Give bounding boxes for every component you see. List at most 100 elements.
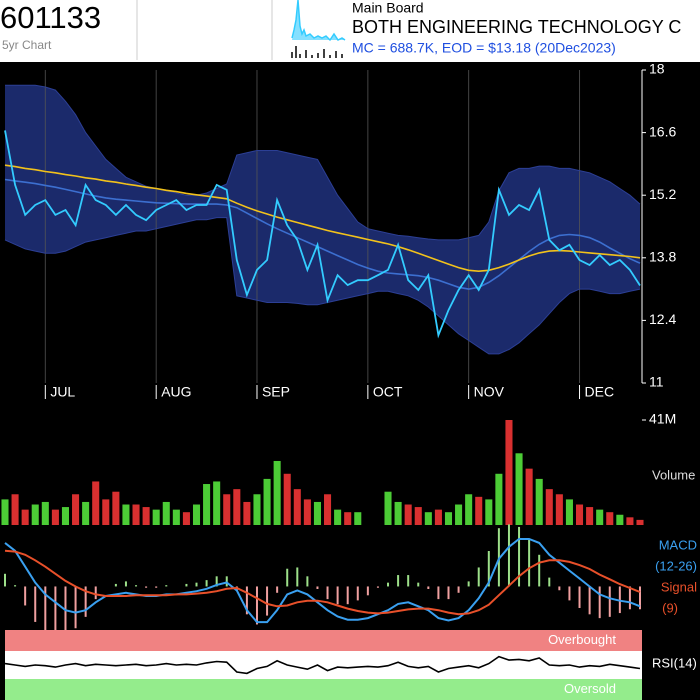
volume-bar bbox=[455, 504, 463, 525]
volume-bar bbox=[1, 499, 9, 525]
volume-bar bbox=[51, 509, 59, 525]
volume-bar bbox=[253, 494, 261, 525]
price-line bbox=[4, 164, 641, 273]
volume-bar bbox=[575, 504, 584, 525]
y-tick-label: 15.2 bbox=[649, 186, 676, 202]
volume-bar bbox=[273, 460, 281, 525]
y-tick-label: 13.8 bbox=[649, 249, 676, 265]
volume-bar bbox=[122, 504, 130, 525]
price-line bbox=[4, 130, 641, 339]
volume-bar bbox=[82, 501, 90, 525]
stock-code: 601133 bbox=[0, 0, 101, 35]
y-tick-label: 18 bbox=[649, 61, 665, 77]
volume-bar bbox=[535, 478, 543, 525]
volume-bar bbox=[21, 509, 29, 525]
thumbnail bbox=[291, 0, 346, 58]
y-tick-label: 12.4 bbox=[649, 311, 676, 327]
x-tick-label: NOV bbox=[474, 384, 505, 400]
company-name: BOTH ENGINEERING TECHNOLOGY C bbox=[352, 17, 681, 37]
volume-bar bbox=[505, 420, 513, 525]
y-axis-label: Volume bbox=[652, 467, 695, 482]
volume-bar bbox=[586, 507, 594, 525]
band-edge bbox=[5, 84, 641, 241]
legend-params: (12-26) bbox=[655, 558, 697, 573]
volume-bar bbox=[263, 478, 271, 525]
volume-bar bbox=[11, 494, 19, 525]
oversold-zone bbox=[5, 679, 642, 700]
legend-name: Signal bbox=[661, 579, 697, 594]
volume-bar bbox=[394, 501, 402, 525]
volume-bar bbox=[485, 499, 493, 525]
volume-bar bbox=[424, 512, 432, 525]
volume-bar bbox=[102, 499, 110, 525]
volume-bar bbox=[172, 509, 180, 525]
volume-bar bbox=[525, 468, 533, 525]
volume-bar bbox=[434, 509, 442, 525]
x-tick-label: OCT bbox=[373, 384, 403, 400]
volume-bar bbox=[636, 519, 644, 525]
volume-bar bbox=[162, 501, 170, 525]
volume-bar bbox=[313, 501, 321, 525]
volume-bar bbox=[31, 504, 39, 525]
legend-name: MACD bbox=[659, 537, 697, 552]
volume-bar bbox=[152, 509, 160, 525]
zone-label: Oversold bbox=[564, 681, 616, 696]
volume-bar bbox=[475, 496, 483, 525]
volume-bar bbox=[293, 489, 301, 525]
volume-bar bbox=[344, 512, 352, 525]
volume-bar bbox=[132, 504, 140, 525]
overbought-zone bbox=[5, 630, 642, 651]
volume-bar bbox=[515, 453, 523, 525]
y-tick-label: 41M bbox=[649, 411, 676, 427]
summary: MC = 688.7K, EOD = $13.18 (20Dec2023) bbox=[352, 40, 616, 56]
volume-bar bbox=[495, 473, 503, 525]
volume-bar bbox=[414, 507, 422, 525]
legend-params: (9) bbox=[662, 600, 678, 615]
volume-bar bbox=[213, 481, 221, 525]
zone-label: Overbought bbox=[548, 632, 616, 647]
volume-bar bbox=[142, 507, 150, 525]
volume-bar bbox=[444, 512, 453, 525]
y-tick-label: 11 bbox=[649, 374, 664, 390]
volume-bar bbox=[384, 491, 392, 525]
volume-bar bbox=[243, 501, 251, 525]
x-tick-label: AUG bbox=[161, 384, 191, 400]
volume-bar bbox=[354, 512, 362, 525]
x-tick-label: DEC bbox=[585, 384, 615, 400]
x-tick-label: JUL bbox=[50, 384, 75, 400]
volume-bar bbox=[61, 507, 70, 525]
volume-bar bbox=[192, 504, 201, 525]
volume-bar bbox=[303, 499, 311, 525]
x-tick-label: SEP bbox=[262, 384, 290, 400]
macd-line bbox=[4, 549, 641, 616]
header: 601133 5yr Chart Main Board BOTH ENGINEE… bbox=[0, 0, 681, 60]
volume-bar bbox=[545, 489, 553, 525]
volume-bar bbox=[223, 494, 231, 525]
volume-bar bbox=[334, 509, 342, 525]
volume-bar bbox=[555, 494, 563, 525]
volume-bar bbox=[616, 514, 624, 525]
volume-bar bbox=[41, 501, 49, 525]
volume-bar bbox=[112, 491, 120, 525]
volume-bar bbox=[233, 489, 241, 525]
volume-bar bbox=[203, 484, 211, 525]
y-tick-label: 16.6 bbox=[649, 123, 676, 139]
board: Main Board bbox=[352, 0, 424, 16]
chart-period: 5yr Chart bbox=[2, 38, 52, 52]
volume-bar bbox=[606, 512, 614, 525]
volume-bar bbox=[324, 494, 332, 525]
volume-bar bbox=[182, 512, 190, 525]
volume-bar bbox=[465, 494, 473, 525]
band-edge bbox=[4, 217, 641, 355]
volume-bar bbox=[565, 499, 573, 525]
volume-bar bbox=[92, 481, 100, 525]
price-line bbox=[4, 178, 641, 290]
rsi-label: RSI(14) bbox=[652, 655, 697, 670]
rsi-line bbox=[4, 655, 641, 675]
volume-bar bbox=[283, 473, 291, 525]
volume-bar bbox=[72, 494, 80, 525]
volume-bar bbox=[596, 509, 604, 525]
volume-bar bbox=[626, 517, 634, 525]
